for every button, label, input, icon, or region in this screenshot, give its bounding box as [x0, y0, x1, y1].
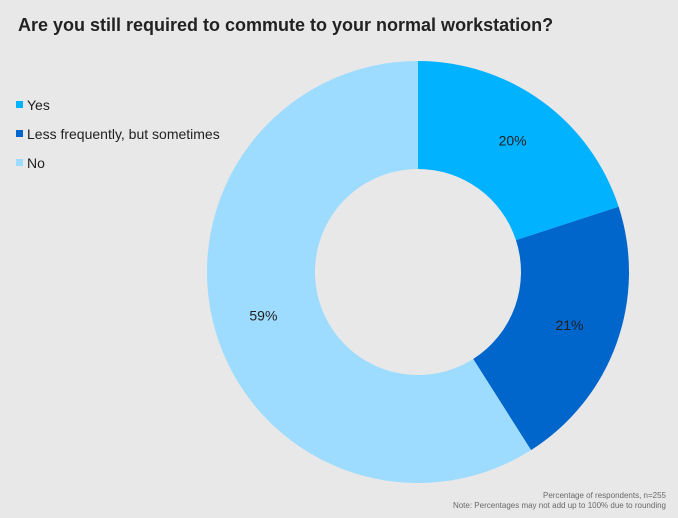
legend-item-no: No [16, 148, 220, 177]
donut-label-0: 20% [499, 132, 527, 148]
footnote-rounding-note: Note: Percentages may not add up to 100%… [452, 501, 666, 510]
legend-swatch-no [16, 159, 23, 166]
donut-slice-1 [473, 206, 630, 451]
legend-item-less-frequently: Less frequently, but sometimes [16, 119, 220, 148]
footnotes: Percentage of respondents, n=255 Note: P… [453, 491, 666, 511]
chart-title: Are you still required to commute to you… [18, 15, 554, 35]
legend-item-yes: Yes [16, 90, 220, 119]
footnote-sample-size: Percentage of respondents, n=255 [543, 491, 666, 500]
legend-swatch-yes [16, 101, 23, 108]
donut-label-1: 21% [555, 317, 583, 333]
legend-label-less-frequently: Less frequently, but sometimes [27, 125, 220, 142]
legend-label-no: No [27, 154, 45, 171]
donut-slice-0 [418, 61, 619, 241]
donut-slice-2 [207, 61, 532, 483]
chart-legend: Yes Less frequently, but sometimes No [16, 90, 220, 177]
legend-label-yes: Yes [27, 96, 50, 113]
donut-label-2: 59% [249, 308, 277, 324]
legend-swatch-less-frequently [16, 130, 23, 137]
